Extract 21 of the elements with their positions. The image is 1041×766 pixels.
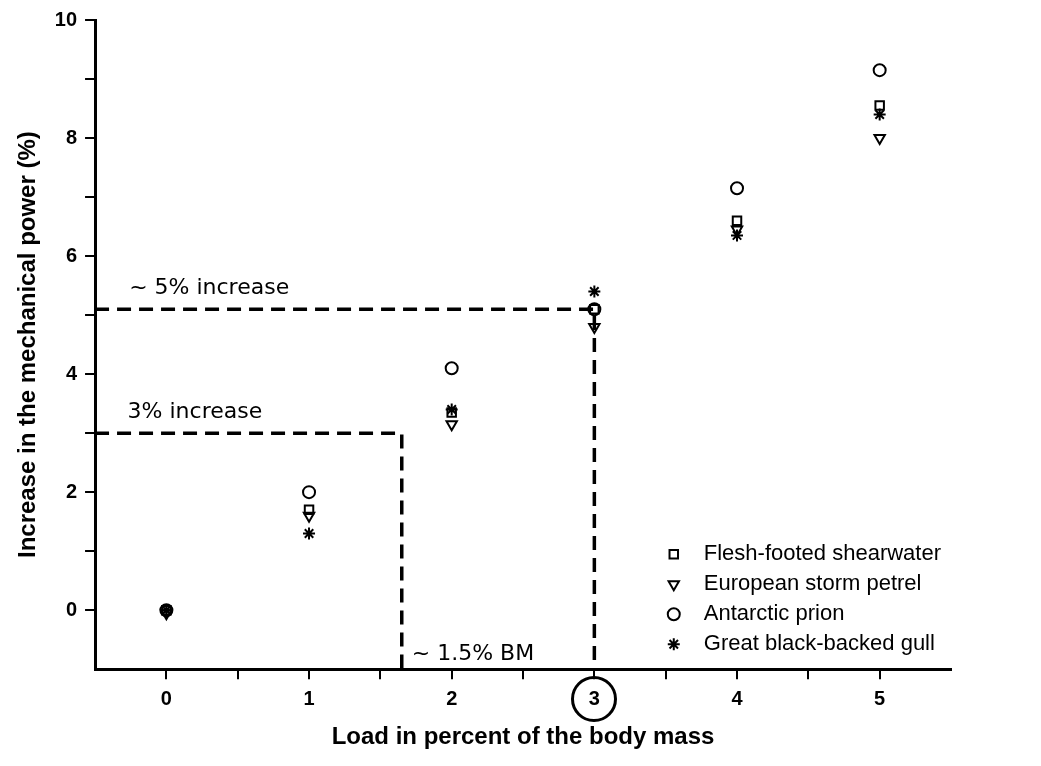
x-tick-label: 0 — [160, 686, 172, 709]
legend-label: European storm petrel — [703, 570, 922, 596]
annotation: 3% increase — [127, 397, 263, 423]
legend-label: Flesh-footed shearwater — [703, 540, 941, 566]
x-tick-label: 3 — [588, 686, 600, 709]
legend-label: Antarctic prion — [703, 600, 845, 626]
annotation: ~ 5% increase — [129, 273, 290, 299]
y-tick-label: 6 — [65, 243, 78, 266]
y-tick-label: 8 — [65, 125, 78, 148]
x-tick-label: 4 — [731, 686, 744, 709]
y-tick-label: 2 — [65, 479, 78, 502]
y-tick-label: 0 — [65, 597, 78, 620]
x-tick-label: 1 — [303, 686, 315, 709]
x-tick-label: 2 — [446, 686, 458, 709]
legend-label: Great black-backed gull — [703, 630, 935, 656]
x-axis-title: Load in percent of the body mass — [331, 722, 715, 750]
y-tick-label: 10 — [54, 7, 78, 30]
y-axis-title: Increase in the mechanical power (%) — [13, 131, 41, 559]
annotation: ~ 1.5% BM — [411, 639, 535, 665]
x-tick-label: 5 — [874, 686, 886, 709]
y-tick-label: 4 — [65, 361, 78, 384]
